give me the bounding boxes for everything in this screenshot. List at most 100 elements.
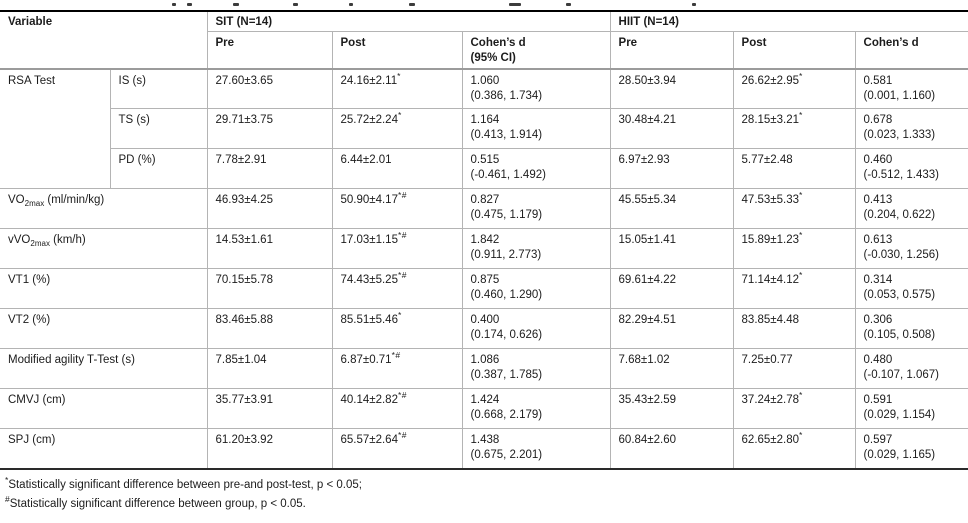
mean-sd-cell: 7.25±0.77 — [732, 348, 856, 389]
mean-sd-cell: 6.97±2.93 — [609, 148, 734, 189]
subscript-text: 2max — [24, 199, 45, 208]
cohens-d-cell: 0.460 (-0.512, 1.433) — [854, 148, 968, 189]
table-row: RSA Test IS (s) 27.60±3.65 24.16±2.11* 1.060… — [0, 68, 968, 189]
mean-sd-cell: 37.24±2.78* — [732, 388, 856, 429]
mean-sd-cell: 69.61±4.22 — [609, 268, 734, 309]
table-row: Modified agility T-Test (s) 7.85±1.04 6.87… — [0, 348, 968, 389]
row-label: SPJ (cm) — [0, 428, 207, 469]
row-label: Modified agility T-Test (s) — [0, 348, 207, 389]
clipped-caption-strip — [0, 0, 968, 9]
mean-sd-cell: 26.62±2.95* — [732, 68, 856, 109]
significance-marker: * — [799, 390, 803, 401]
mean-sd-cell: 29.71±3.75 — [206, 108, 332, 149]
significance-marker: *# — [397, 430, 408, 441]
cohens-d-value: 0.460 — [863, 154, 893, 166]
confidence-interval: (0.204, 0.622) — [863, 209, 936, 221]
row-sub-label: TS (s) — [109, 108, 207, 149]
significance-marker: *# — [397, 390, 408, 401]
confidence-interval: (0.174, 0.626) — [470, 329, 543, 341]
row-label: VT1 (%) — [0, 268, 207, 309]
confidence-interval: (-0.461, 1.492) — [470, 169, 546, 181]
table-header: Variable SIT (N=14) HIIT (N=14) Pre Post… — [0, 11, 968, 69]
confidence-interval: (0.475, 1.179) — [470, 209, 543, 221]
mean-sd-cell: 28.15±3.21* — [732, 108, 856, 149]
mean-sd-cell: 61.20±3.92 — [206, 428, 332, 469]
cohens-d-cell: 0.400 (0.174, 0.626) — [461, 308, 611, 349]
cohens-d-value: 0.613 — [863, 234, 893, 246]
footnote-text: Statistically significant difference bet… — [8, 479, 362, 491]
confidence-interval: (0.053, 0.575) — [863, 289, 936, 301]
asterisk-marker: * — [5, 475, 9, 486]
significance-marker: * — [397, 70, 401, 81]
mean-sd-cell: 83.46±5.88 — [206, 308, 332, 349]
cohens-d-value: 0.875 — [470, 274, 500, 286]
caption-fragment — [349, 3, 353, 6]
significance-marker: *# — [397, 270, 408, 281]
cohens-d-value: 0.678 — [863, 114, 893, 126]
mean-sd-cell: 47.53±5.33* — [732, 188, 856, 229]
confidence-interval: (0.105, 0.508) — [863, 329, 936, 341]
col-header-label: Pre — [618, 36, 638, 49]
confidence-interval: (0.387, 1.785) — [470, 369, 543, 381]
mean-sd-cell: 45.55±5.34 — [609, 188, 734, 229]
mean-sd-cell: 65.57±2.64*# — [331, 428, 462, 469]
table-row: TS (s) 29.71±3.75 25.72±2.24* 1.164 (0.413, … — [0, 108, 968, 149]
mean-sd-cell: 14.53±1.61 — [206, 228, 332, 269]
caption-fragment — [566, 3, 571, 6]
mean-sd-cell: 30.48±4.21 — [609, 108, 734, 149]
table-row: vVO2max (km/h) 14.53±1.61 17.03±1.15*# 1.84… — [0, 228, 968, 269]
caption-fragment — [409, 3, 415, 6]
confidence-interval: (-0.030, 1.256) — [863, 249, 939, 261]
confidence-interval: (0.023, 1.333) — [863, 129, 936, 141]
col-header-label-line2: (95% CI) — [470, 51, 516, 64]
cohens-d-cell: 1.842 (0.911, 2.773) — [461, 228, 611, 269]
mean-sd-cell: 35.43±2.59 — [609, 388, 734, 429]
cohens-d-value: 0.400 — [470, 314, 500, 326]
significance-marker: *# — [397, 190, 408, 201]
col-header-hiit-post: Post — [732, 31, 856, 69]
cohens-d-value: 1.086 — [470, 354, 500, 366]
significance-marker: * — [397, 110, 402, 121]
cohens-d-value: 0.591 — [863, 394, 893, 406]
row-sub-label: PD (%) — [109, 148, 207, 189]
table-row: SPJ (cm) 61.20±3.92 65.57±2.64*# 1.438 (0.67… — [0, 428, 968, 469]
mean-sd-cell: 46.93±4.25 — [206, 188, 332, 229]
results-table: Variable SIT (N=14) HIIT (N=14) Pre Post… — [0, 10, 968, 470]
row-sub-label: IS (s) — [109, 68, 207, 109]
cohens-d-value: 1.424 — [470, 394, 500, 406]
mean-sd-cell: 25.72±2.24* — [331, 108, 462, 149]
significance-marker: * — [799, 230, 803, 241]
cohens-d-value: 0.597 — [863, 434, 893, 446]
confidence-interval: (-0.107, 1.067) — [863, 369, 939, 381]
cohens-d-cell: 1.164 (0.413, 1.914) — [461, 108, 611, 149]
significance-marker: *# — [391, 350, 401, 361]
mean-sd-cell: 6.87±0.71*# — [331, 348, 462, 389]
footnotes: *Statistically significant difference be… — [0, 475, 968, 523]
confidence-interval: (0.460, 1.290) — [470, 289, 543, 301]
row-label: VT2 (%) — [0, 308, 207, 349]
row-label: vVO2max (km/h) — [0, 228, 207, 269]
significance-marker: *# — [397, 230, 408, 241]
significance-marker: * — [397, 310, 402, 321]
confidence-interval: (0.675, 2.201) — [470, 449, 543, 461]
caption-fragment — [233, 3, 239, 6]
col-header-sit-cohens-d: Cohen’s d (95% CI) — [461, 31, 611, 69]
significance-marker: * — [799, 110, 803, 121]
confidence-interval: (0.911, 2.773) — [470, 249, 542, 261]
group-header-row: Variable SIT (N=14) HIIT (N=14) — [0, 11, 968, 32]
mean-sd-cell: 17.03±1.15*# — [331, 228, 462, 269]
cohens-d-value: 0.413 — [863, 194, 893, 206]
mean-sd-cell: 83.85±4.48 — [732, 308, 856, 349]
confidence-interval: (0.413, 1.914) — [470, 129, 543, 141]
mean-sd-cell: 24.16±2.11* — [331, 68, 462, 109]
sub-header-row: Pre Post Cohen’s d (95% CI) Pre Post Cohe… — [0, 31, 968, 69]
row-label: CMVJ (cm) — [0, 388, 207, 429]
table-row: VT1 (%) 70.15±5.78 74.43±5.25*# 0.875 (0.460… — [0, 268, 968, 309]
caption-fragment — [172, 3, 176, 6]
cohens-d-cell: 1.086 (0.387, 1.785) — [461, 348, 611, 389]
cohens-d-cell: 0.678 (0.023, 1.333) — [854, 108, 968, 149]
caption-fragment — [293, 3, 298, 6]
cohens-d-cell: 0.480 (-0.107, 1.067) — [854, 348, 968, 389]
mean-sd-cell: 5.77±2.48 — [732, 148, 856, 189]
